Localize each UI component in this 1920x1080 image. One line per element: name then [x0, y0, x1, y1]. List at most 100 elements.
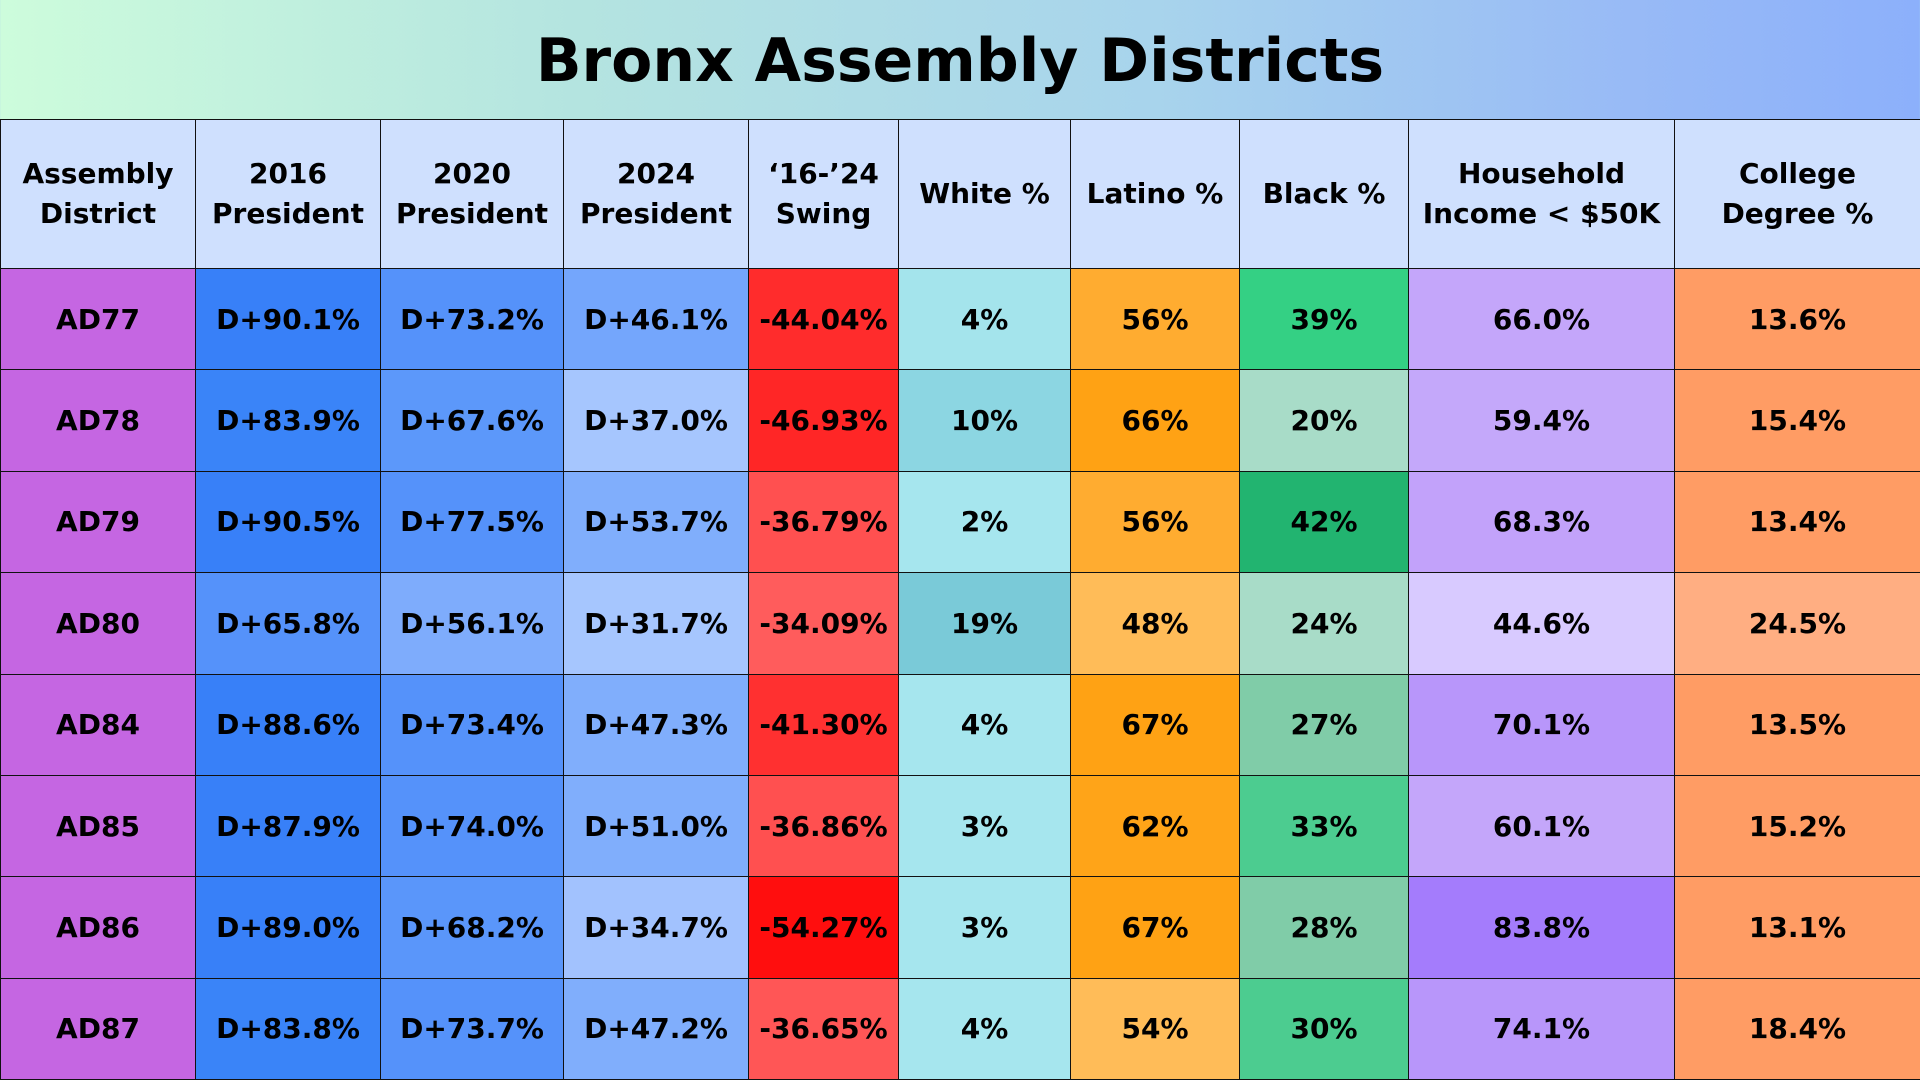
cell-white-pct: 3%: [898, 876, 1071, 979]
page-title: Bronx Assembly Districts: [535, 25, 1385, 96]
column-header-latino-pct: Latino %: [1070, 119, 1240, 269]
cell-college-degree: 18.4%: [1674, 977, 1920, 1080]
cell-white-pct: 2%: [898, 470, 1071, 574]
column-header-text: 2024: [617, 157, 695, 190]
cell-household-income: 60.1%: [1408, 774, 1675, 878]
table-row: AD79 D+90.5% D+77.5% D+53.7% -36.79% 2% 56% 42%…: [0, 470, 1920, 574]
cell-district: AD79: [0, 470, 196, 574]
cell-president-2016: D+88.6%: [195, 673, 381, 776]
cell-college-degree: 15.4%: [1674, 369, 1920, 472]
cell-latino-pct: 54%: [1070, 977, 1240, 1080]
cell-district: AD80: [0, 572, 196, 675]
cell-latino-pct: 48%: [1070, 572, 1240, 675]
cell-white-pct: 3%: [898, 774, 1071, 878]
cell-president-2020: D+73.2%: [380, 267, 564, 371]
cell-white-pct: 4%: [898, 267, 1071, 371]
cell-latino-pct: 66%: [1070, 369, 1240, 472]
cell-swing-16-24: -44.04%: [748, 267, 899, 371]
cell-president-2016: D+83.8%: [195, 977, 381, 1080]
column-header-text: President: [580, 197, 732, 230]
column-header-household-income: Household Income < $50K: [1408, 119, 1675, 269]
cell-president-2020: D+68.2%: [380, 876, 564, 979]
table-row: AD87 D+83.8% D+73.7% D+47.2% -36.65% 4% 54% 30%…: [0, 977, 1920, 1080]
cell-black-pct: 24%: [1239, 572, 1409, 675]
column-header-text: Swing: [775, 197, 872, 230]
column-header-president-2020: 2020 President: [380, 119, 564, 269]
cell-district: AD87: [0, 977, 196, 1080]
column-header-president-2016: 2016 President: [195, 119, 381, 269]
cell-president-2020: D+56.1%: [380, 572, 564, 675]
cell-college-degree: 13.1%: [1674, 876, 1920, 979]
column-header-text: 2020: [433, 157, 511, 190]
cell-swing-16-24: -36.65%: [748, 977, 899, 1080]
districts-table: Assembly District 2016 President 2020 Preside…: [0, 119, 1920, 1080]
column-header-white-pct: White %: [898, 119, 1071, 269]
cell-president-2020: D+73.7%: [380, 977, 564, 1080]
cell-latino-pct: 67%: [1070, 673, 1240, 776]
column-header-text: President: [212, 197, 364, 230]
cell-district: AD84: [0, 673, 196, 776]
cell-college-degree: 13.5%: [1674, 673, 1920, 776]
cell-president-2024: D+47.3%: [563, 673, 749, 776]
column-header-president-2024: 2024 President: [563, 119, 749, 269]
table-body: AD77 D+90.1% D+73.2% D+46.1% -44.04% 4% 56% 39%…: [0, 267, 1920, 1080]
column-header-black-pct: Black %: [1239, 119, 1409, 269]
cell-swing-16-24: -54.27%: [748, 876, 899, 979]
cell-household-income: 68.3%: [1408, 470, 1675, 574]
cell-black-pct: 39%: [1239, 267, 1409, 371]
cell-president-2016: D+90.5%: [195, 470, 381, 574]
cell-district: AD85: [0, 774, 196, 878]
cell-white-pct: 4%: [898, 977, 1071, 1080]
table-row: AD77 D+90.1% D+73.2% D+46.1% -44.04% 4% 56% 39%…: [0, 267, 1920, 371]
column-header-text: Assembly: [22, 157, 174, 190]
cell-household-income: 83.8%: [1408, 876, 1675, 979]
cell-latino-pct: 56%: [1070, 267, 1240, 371]
cell-black-pct: 20%: [1239, 369, 1409, 472]
table-row: AD80 D+65.8% D+56.1% D+31.7% -34.09% 19% 48% 24…: [0, 572, 1920, 675]
column-header-text: Black %: [1262, 177, 1386, 210]
cell-college-degree: 13.4%: [1674, 470, 1920, 574]
column-header-text: ‘16-’24: [768, 157, 879, 190]
cell-president-2020: D+77.5%: [380, 470, 564, 574]
cell-president-2024: D+53.7%: [563, 470, 749, 574]
cell-black-pct: 33%: [1239, 774, 1409, 878]
cell-latino-pct: 62%: [1070, 774, 1240, 878]
cell-president-2020: D+67.6%: [380, 369, 564, 472]
title-bar: Bronx Assembly Districts: [0, 0, 1920, 119]
cell-president-2020: D+74.0%: [380, 774, 564, 878]
cell-household-income: 44.6%: [1408, 572, 1675, 675]
column-header-text: President: [396, 197, 548, 230]
column-header-text: Latino %: [1086, 177, 1224, 210]
cell-college-degree: 24.5%: [1674, 572, 1920, 675]
column-header-text: Degree %: [1721, 197, 1874, 230]
cell-black-pct: 28%: [1239, 876, 1409, 979]
cell-president-2016: D+87.9%: [195, 774, 381, 878]
cell-swing-16-24: -41.30%: [748, 673, 899, 776]
cell-president-2016: D+83.9%: [195, 369, 381, 472]
cell-white-pct: 4%: [898, 673, 1071, 776]
cell-swing-16-24: -34.09%: [748, 572, 899, 675]
cell-black-pct: 30%: [1239, 977, 1409, 1080]
cell-latino-pct: 56%: [1070, 470, 1240, 574]
column-header-district: Assembly District: [0, 119, 196, 269]
cell-president-2024: D+34.7%: [563, 876, 749, 979]
table-row: AD86 D+89.0% D+68.2% D+34.7% -54.27% 3% 67% 28%…: [0, 876, 1920, 979]
cell-black-pct: 42%: [1239, 470, 1409, 574]
cell-college-degree: 15.2%: [1674, 774, 1920, 878]
table-row: AD78 D+83.9% D+67.6% D+37.0% -46.93% 10% 66% 20…: [0, 369, 1920, 472]
cell-president-2024: D+47.2%: [563, 977, 749, 1080]
column-header-swing-16-24: ‘16-’24 Swing: [748, 119, 899, 269]
cell-college-degree: 13.6%: [1674, 267, 1920, 371]
cell-president-2016: D+90.1%: [195, 267, 381, 371]
cell-president-2024: D+37.0%: [563, 369, 749, 472]
cell-president-2016: D+65.8%: [195, 572, 381, 675]
cell-district: AD78: [0, 369, 196, 472]
column-header-text: White %: [919, 177, 1050, 210]
column-header-text: District: [39, 197, 157, 230]
cell-swing-16-24: -36.79%: [748, 470, 899, 574]
column-header-text: Household: [1457, 157, 1626, 190]
cell-household-income: 66.0%: [1408, 267, 1675, 371]
cell-black-pct: 27%: [1239, 673, 1409, 776]
cell-president-2024: D+51.0%: [563, 774, 749, 878]
column-header-text: College: [1738, 157, 1856, 190]
